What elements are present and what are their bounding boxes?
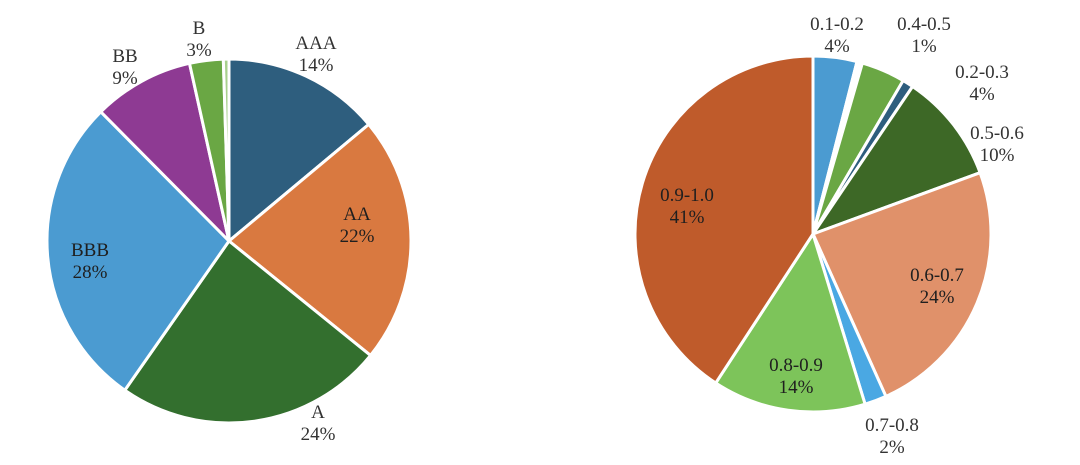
pie-slice-unlabeled-6 (221, 57, 231, 243)
slice-label-a-2: A 24% (301, 402, 336, 445)
slice-category-label: 0.8-0.9 (769, 355, 823, 376)
slice-category-label: 0.1-0.2 (810, 14, 864, 35)
slice-category-label: BBB (71, 240, 109, 261)
slice-percent-label: 9% (112, 68, 138, 89)
pie-slice-0-5-0-6-4 (811, 84, 982, 236)
slice-percent-label: 14% (779, 377, 814, 398)
slice-category-label: AA (343, 204, 371, 225)
slice-percent-label: 2% (879, 437, 905, 458)
pie-slice-aa-1 (227, 122, 413, 357)
slice-percent-label: 22% (340, 226, 375, 247)
slice-percent-label: 24% (920, 287, 955, 308)
slice-label-0-5-0-6-4: 0.5-0.6 10% (970, 123, 1024, 166)
slice-label-bb-4: BB 9% (112, 46, 138, 89)
slice-category-label: 0.7-0.8 (865, 415, 919, 436)
slice-percent-label: 1% (911, 36, 937, 57)
slice-label-0-4-0-5-3: 0.4-0.5 1% (897, 14, 951, 57)
pie-slice-aaa-0 (227, 57, 371, 243)
pie-slice-0-6-0-7-5 (811, 171, 993, 398)
slice-percent-label: 10% (980, 145, 1015, 166)
slice-category-label: 0.5-0.6 (970, 123, 1024, 144)
range-pie-chart: 0.1-0.2 4%0.2-0.3 4%0.4-0.5 1%0.5-0.6 10%0.6… (633, 14, 1024, 458)
slice-label-0-1-0-2-0: 0.1-0.2 4% (810, 14, 864, 57)
slice-percent-label: 4% (824, 36, 850, 57)
slice-label-0-9-1-0-8: 0.9-1.0 41% (660, 185, 714, 228)
slice-category-label: A (311, 402, 325, 423)
slice-percent-label: 24% (301, 424, 336, 445)
pie-slice-0-8-0-9-7 (714, 232, 867, 414)
slice-label-bbb-3: BBB 28% (71, 240, 109, 283)
slice-percent-label: 28% (73, 262, 108, 283)
slice-label-aa-1: AA 22% (340, 204, 375, 247)
rating-pie-chart: AAA 14%AA 22%A 24%BBB 28%BB 9%B 3% (45, 18, 413, 445)
slice-category-label: 0.2-0.3 (955, 62, 1009, 83)
slice-label-aaa-0: AAA 14% (295, 33, 336, 76)
slice-percent-label: 41% (670, 207, 705, 228)
slice-label-b-5: B 3% (186, 18, 212, 61)
slice-label-0-2-0-3-2: 0.2-0.3 4% (955, 62, 1009, 105)
pie-slice-bb-4 (99, 61, 231, 243)
slice-category-label: 0.6-0.7 (910, 265, 964, 286)
slice-label-0-7-0-8-6: 0.7-0.8 2% (865, 415, 919, 458)
pie-slice-a-2 (123, 239, 373, 425)
slice-label-0-8-0-9-7: 0.8-0.9 14% (769, 355, 823, 398)
slice-category-label: AAA (295, 33, 336, 54)
slice-category-label: B (193, 18, 206, 39)
slice-label-0-6-0-7-5: 0.6-0.7 24% (910, 265, 964, 308)
slice-percent-label: 4% (969, 84, 995, 105)
pie-slice-0-9-1-0-8 (633, 54, 815, 385)
pie-slice-bbb-3 (45, 110, 231, 392)
slice-category-label: 0.4-0.5 (897, 14, 951, 35)
slice-category-label: 0.9-1.0 (660, 185, 714, 206)
slice-category-label: BB (112, 46, 137, 67)
slice-percent-label: 3% (186, 40, 212, 61)
slice-percent-label: 14% (299, 55, 334, 76)
